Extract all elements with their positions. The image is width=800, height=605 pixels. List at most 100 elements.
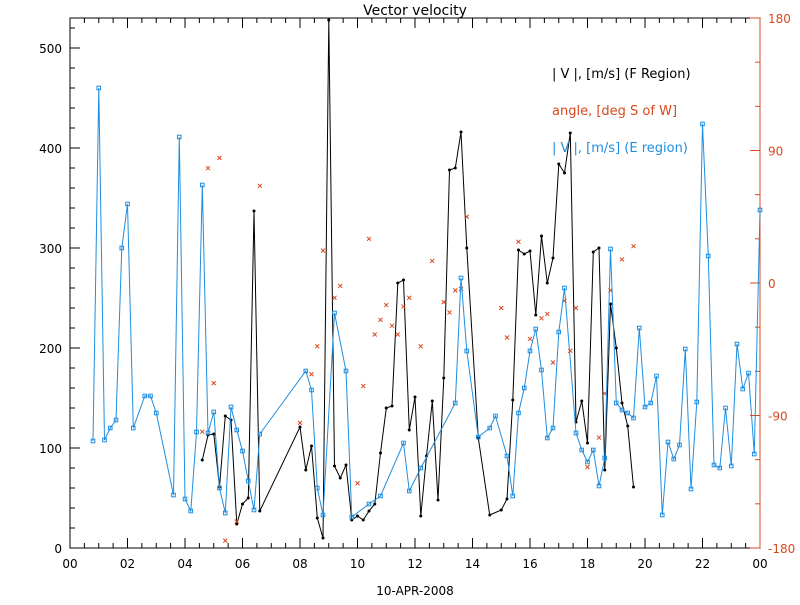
data-point: [200, 458, 204, 462]
data-point: [383, 302, 389, 308]
data-point: [602, 455, 608, 461]
data-point: [384, 406, 388, 410]
data-point: [372, 332, 378, 337]
y-right-tick-label: -180: [768, 542, 795, 556]
data-point: [222, 510, 228, 516]
data-point: [199, 429, 205, 435]
chart-title: Vector velocity: [363, 3, 467, 19]
data-point: [619, 407, 625, 413]
data-point: [688, 486, 694, 492]
series-1: [199, 155, 636, 543]
data-point: [757, 207, 763, 213]
data-point: [516, 239, 521, 245]
series-0: [200, 18, 635, 540]
data-point: [310, 444, 313, 448]
data-point: [464, 214, 470, 220]
data-point: [418, 343, 424, 349]
data-point: [522, 252, 526, 256]
data-point: [573, 305, 579, 311]
data-point: [728, 463, 734, 469]
data-point: [510, 493, 516, 499]
data-point: [327, 18, 331, 22]
data-point: [314, 485, 320, 491]
data-point: [297, 420, 303, 426]
data-point: [717, 465, 723, 471]
data-point: [465, 246, 469, 250]
data-point: [153, 410, 159, 416]
data-point: [551, 256, 555, 260]
data-point: [211, 409, 217, 415]
x-tick-label: 10: [350, 557, 365, 571]
data-point: [240, 448, 245, 454]
y-left-tick-label: 100: [39, 442, 62, 456]
data-point: [550, 425, 556, 431]
data-point: [458, 275, 464, 281]
data-point: [390, 404, 394, 408]
data-point: [596, 483, 602, 489]
data-point: [355, 480, 360, 486]
data-point: [258, 509, 262, 513]
x-tick-label: 00: [62, 557, 77, 571]
data-point: [333, 464, 336, 468]
data-point: [441, 299, 447, 305]
data-point: [176, 134, 182, 140]
data-point: [113, 417, 119, 423]
data-point: [396, 281, 400, 285]
data-point: [545, 281, 549, 285]
data-point: [488, 513, 492, 517]
axes-group: 00 02 04 06 08 10 12 14 16 18 20 22 0001002003004005…: [39, 12, 795, 571]
data-point: [90, 438, 96, 444]
data-point: [298, 425, 302, 429]
data-point: [228, 404, 234, 410]
data-point: [585, 459, 590, 465]
data-point: [573, 430, 579, 436]
data-point: [257, 183, 263, 189]
data-point: [401, 304, 406, 309]
data-point: [320, 248, 326, 253]
y-right-tick-label: 0: [768, 277, 776, 291]
data-point: [626, 424, 630, 428]
data-point: [257, 431, 263, 437]
data-point: [711, 462, 717, 468]
data-point: [107, 425, 113, 431]
data-point: [619, 257, 625, 262]
y-right-tick-label: 180: [768, 12, 791, 26]
data-point: [544, 311, 550, 317]
data-point: [591, 250, 595, 254]
data-point: [309, 371, 314, 377]
data-point: [585, 464, 590, 470]
data-point: [746, 370, 751, 376]
data-point: [654, 373, 659, 379]
data-point: [521, 385, 527, 391]
data-point: [211, 380, 217, 386]
data-point: [395, 332, 401, 337]
data-point: [723, 405, 728, 411]
data-point: [119, 245, 125, 251]
series-line: [92, 87, 761, 518]
data-point: [527, 348, 533, 354]
data-point: [625, 410, 631, 416]
data-point: [344, 463, 348, 467]
data-point: [252, 209, 256, 213]
data-point: [499, 508, 503, 512]
data-point: [217, 155, 222, 161]
data-point: [642, 404, 648, 410]
data-point: [205, 165, 211, 171]
legend: | V |, [m/s] (F Region) angle, [deg S of …: [552, 67, 691, 156]
data-point: [361, 518, 365, 522]
data-point: [620, 401, 624, 405]
series-layer: [90, 18, 763, 543]
data-point: [665, 439, 671, 445]
data-point: [516, 410, 521, 416]
data-point: [540, 234, 543, 238]
data-point: [567, 348, 573, 354]
data-point: [413, 395, 417, 399]
data-point: [188, 508, 194, 514]
data-point: [550, 360, 556, 365]
data-point: [130, 425, 136, 431]
x-tick-label: 14: [465, 557, 480, 571]
data-point: [557, 162, 561, 166]
y-left-tick-label: 300: [39, 242, 62, 256]
